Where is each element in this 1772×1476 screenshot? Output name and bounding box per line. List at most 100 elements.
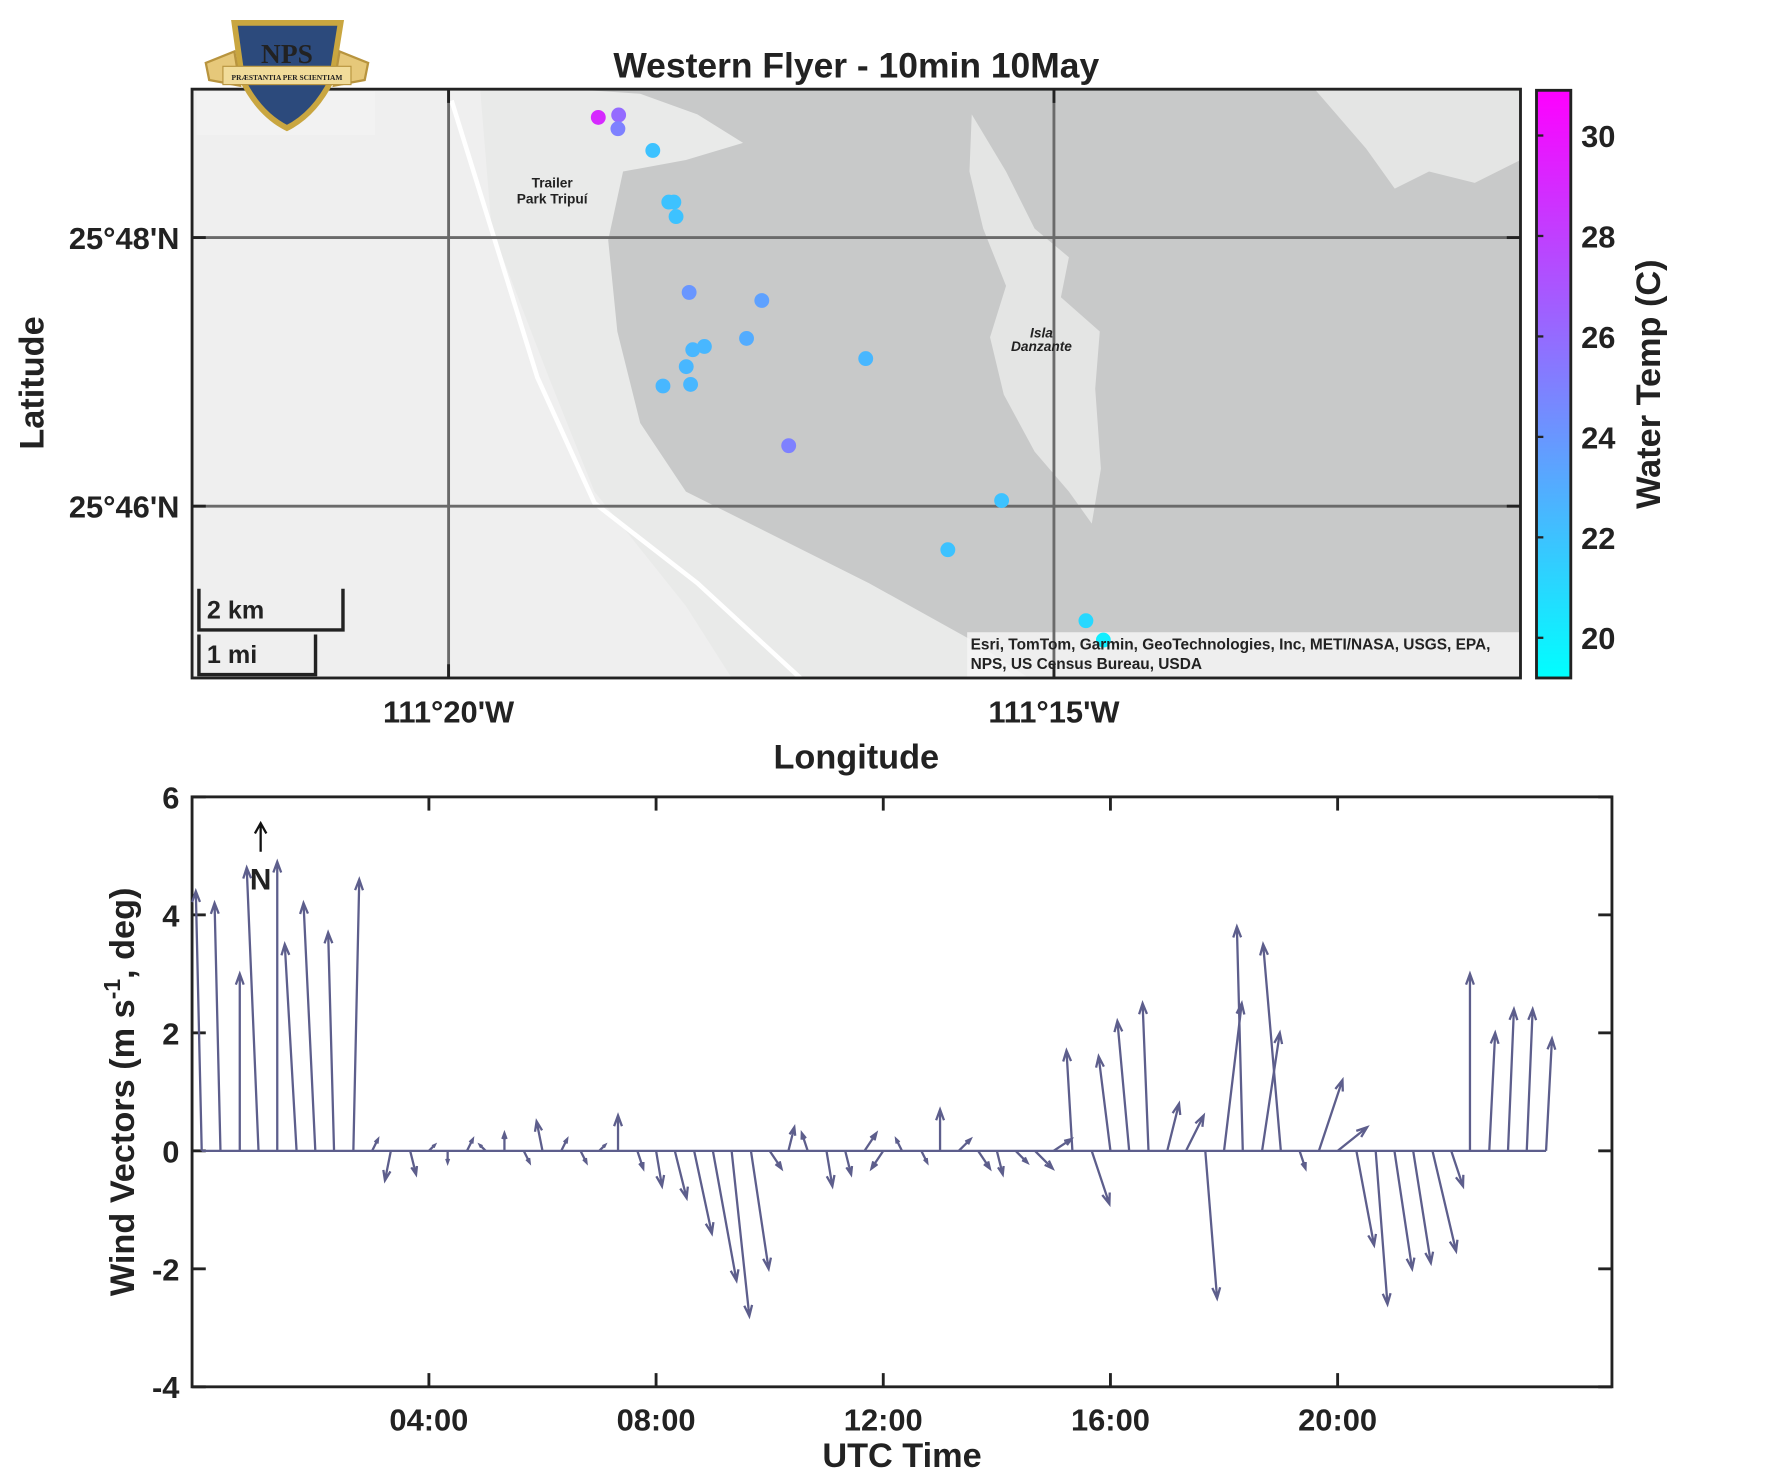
wind-vector: [1232, 923, 1244, 1151]
wind-vector: [1113, 1017, 1131, 1151]
colorbar-tick-label: 26: [1581, 320, 1615, 355]
wind-vector: [920, 1150, 929, 1166]
colorbar-tick-label: 28: [1581, 219, 1615, 254]
x-tick-label: 08:00: [617, 1402, 696, 1437]
wind-vector: [673, 1150, 689, 1202]
wind-vector: [1184, 1112, 1206, 1152]
map-label: Danzante: [1011, 339, 1072, 354]
wind-vector: [272, 858, 283, 1151]
wind-vector: [1062, 1047, 1074, 1151]
colorbar-tick-label: 30: [1581, 119, 1615, 154]
wind-vector: [730, 1150, 754, 1320]
wind-vector: [1204, 1150, 1222, 1302]
wind-vector: [654, 1150, 666, 1190]
wind-vector: [560, 1136, 569, 1152]
data-point: [1095, 632, 1111, 648]
y-tick-label: 2: [162, 1016, 179, 1051]
land: [1314, 89, 1521, 189]
logo-motto: PRÆSTANTIA PER SCIENTIAM: [232, 73, 343, 82]
wind-vector: [1450, 1150, 1465, 1190]
y-tick-label: -4: [152, 1370, 179, 1405]
wind-vector: [1260, 1029, 1284, 1152]
data-point: [668, 209, 684, 225]
wind-vector: [465, 1136, 475, 1152]
wind-vector: [1034, 1150, 1055, 1171]
wind-vector: [1506, 1005, 1519, 1151]
wind-vector: [382, 1150, 392, 1184]
road: [449, 99, 802, 678]
wind-vector: [191, 887, 203, 1151]
data-point: [666, 194, 682, 210]
wind-vector: [935, 1106, 946, 1151]
attribution: NPS, US Census Bureau, USDA: [971, 656, 1202, 673]
y-axis-label-part: -1: [99, 979, 125, 1000]
wind-vector: [711, 1150, 740, 1284]
wind-vector: [352, 876, 365, 1151]
y-tick-label: -2: [152, 1252, 179, 1287]
map-frame: [190, 87, 1522, 680]
attribution: Esri, TomTom, Garmin, GeoTechnologies, I…: [971, 636, 1491, 653]
wind-vector: [445, 1150, 451, 1166]
map-label: Park Tripuí: [517, 192, 589, 207]
wind-vector: [1393, 1150, 1416, 1273]
wind-vector: [613, 1112, 624, 1151]
y-tick-label: 0: [162, 1134, 179, 1169]
wind-vector: [995, 1150, 1005, 1178]
wind-vector: [501, 1129, 508, 1151]
wind-vector: [844, 1150, 854, 1178]
x-tick-label: 111°20'W: [383, 695, 515, 730]
wind-vector: [787, 1124, 797, 1152]
wind-vector: [977, 1150, 992, 1172]
wind-vector: [371, 1136, 380, 1152]
data-point: [858, 351, 874, 367]
map-label: Trailer: [532, 176, 574, 191]
wind-vector: [800, 1129, 809, 1152]
wind-vector: [957, 1136, 973, 1152]
wind-vector: [1317, 1076, 1344, 1152]
logo-text: NPS: [261, 39, 313, 69]
data-point: [681, 285, 697, 300]
scale-bar: [197, 588, 345, 677]
wind-vector: [1138, 1000, 1150, 1151]
x-tick-label: 04:00: [389, 1402, 468, 1437]
wind-vector: [1166, 1100, 1182, 1152]
wind-vector: [1355, 1150, 1378, 1249]
data-point: [685, 342, 701, 358]
wind-vector: [1544, 1035, 1557, 1151]
wind-vector: [579, 1150, 588, 1166]
wind-vector: [1094, 1053, 1112, 1151]
north-arrow: [253, 820, 268, 852]
data-point: [739, 330, 754, 346]
basemap: [192, 89, 1521, 678]
wind-vector: [749, 1150, 773, 1273]
colorbar-tick-label: 24: [1581, 420, 1615, 455]
wind-vector: [234, 970, 245, 1151]
data-point: [645, 143, 661, 158]
chart-title: Western Flyer - 10min 10May: [613, 46, 1099, 86]
y-tick-label: 4: [162, 898, 179, 933]
logo: [204, 20, 370, 132]
wind-vector: [1336, 1125, 1370, 1152]
wind-vector: [1014, 1150, 1030, 1165]
x-tick-label: 20:00: [1298, 1402, 1377, 1437]
annotation: N: [250, 863, 271, 896]
wind-vector: [409, 1150, 419, 1178]
y-axis-label: Latitude: [13, 316, 51, 449]
wind-vector: [323, 929, 336, 1151]
data-point: [678, 359, 694, 375]
scale-label: 1 mi: [207, 641, 257, 669]
data-point: [611, 107, 627, 123]
wind-vector: [1259, 941, 1282, 1151]
wind-vector: [636, 1150, 645, 1172]
wind-vector: [533, 1118, 544, 1152]
wind-vector: [768, 1150, 784, 1172]
plot-area: [190, 795, 1614, 1389]
wind-vector: [1488, 1029, 1500, 1151]
y-axis-label-part: , deg): [104, 888, 142, 979]
wind-vector: [598, 1142, 608, 1152]
data-point: [1078, 613, 1094, 629]
colorbar-label: Water Temp (C): [1630, 259, 1668, 509]
wind-vector: [894, 1136, 904, 1152]
colorbar-tick-label: 22: [1581, 521, 1615, 556]
